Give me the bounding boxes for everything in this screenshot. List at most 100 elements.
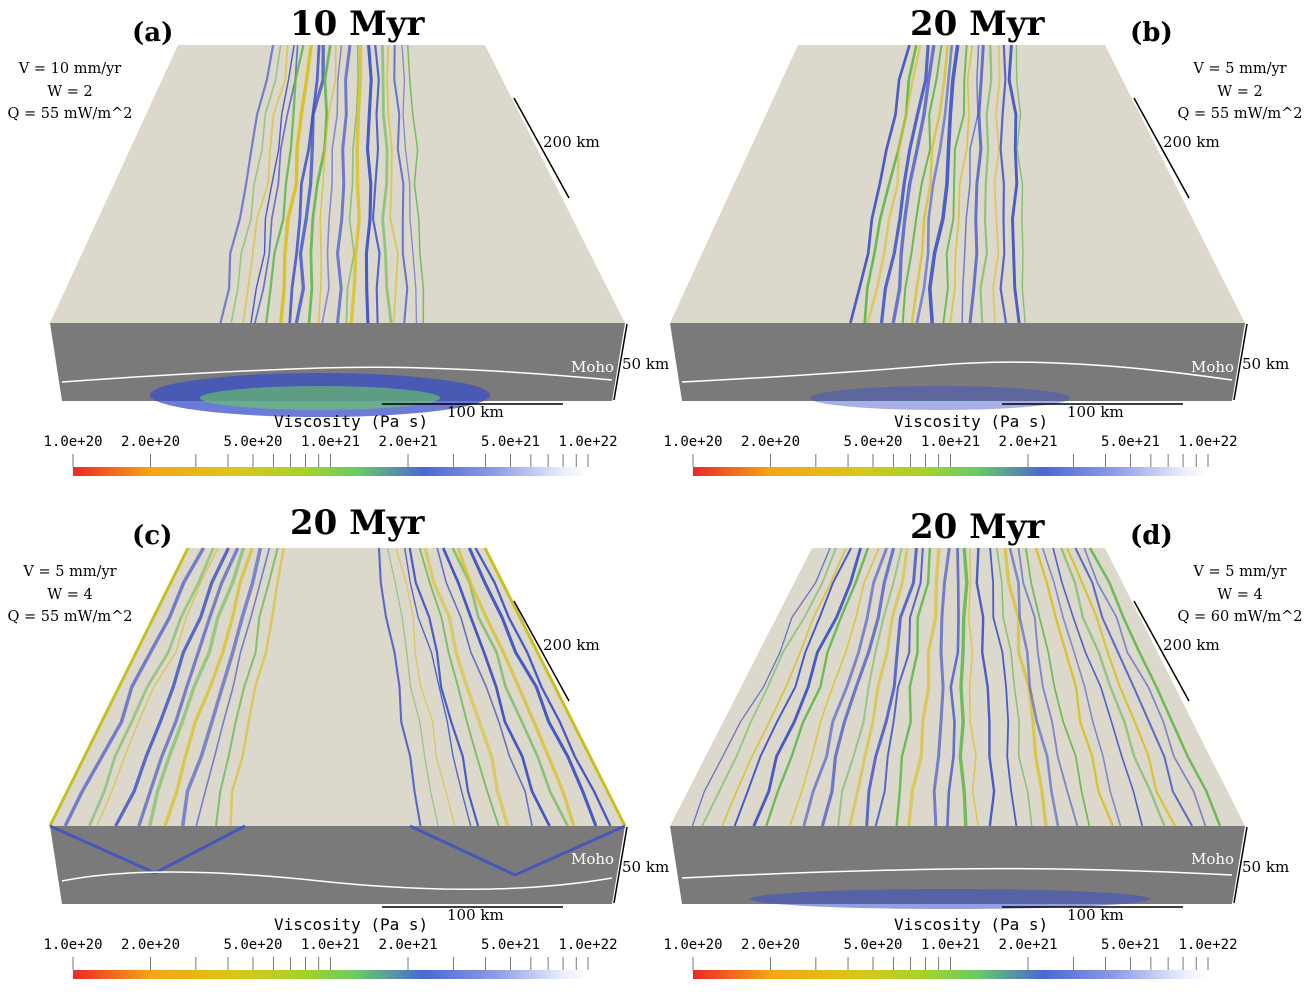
shear-band <box>195 547 271 827</box>
shear-band <box>975 547 996 827</box>
param-velocity: V = 10 mm/yr <box>18 61 122 77</box>
param-weakening: W = 2 <box>47 83 93 100</box>
shear-band <box>961 44 980 324</box>
shear-band <box>451 547 569 827</box>
shear-band <box>789 547 880 827</box>
cross-section-b <box>670 323 1245 401</box>
parameter-list: V = 5 mm/yr W = 4 Q = 55 mW/m^2 <box>0 561 140 629</box>
shear-band <box>364 44 373 324</box>
colorbar-tick-label: 5.0e+20 <box>843 937 903 953</box>
colorbar-tick-label: 1.0e+22 <box>1178 937 1238 953</box>
shear-band <box>230 44 282 324</box>
shear-band <box>148 547 246 827</box>
param-weakening: W = 4 <box>1217 586 1263 603</box>
shear-band <box>386 44 399 324</box>
colorbar-tick-label: 1.0e+22 <box>558 937 618 953</box>
colorbar-tick-label: 2.0e+21 <box>378 937 438 953</box>
parameter-list: V = 5 mm/yr W = 4 Q = 60 mW/m^2 <box>1170 561 1307 629</box>
colorbar-tick-label: 1.0e+20 <box>43 434 103 450</box>
colorbar <box>73 970 588 979</box>
shear-band <box>393 44 409 324</box>
colorbar-title: Viscosity (Pa s) <box>274 915 429 934</box>
shear-band <box>979 44 993 324</box>
colorbar-tick-label: 2.0e+21 <box>998 434 1058 450</box>
shear-band <box>1066 547 1176 827</box>
shear-bands-d <box>691 547 1222 827</box>
shear-band <box>345 44 359 324</box>
shear-band <box>1083 547 1207 827</box>
moho-label: Moho <box>1191 850 1235 868</box>
shear-bands-a <box>219 44 425 324</box>
shear-band <box>96 547 219 827</box>
shear-band <box>891 44 936 324</box>
shear-band <box>401 44 418 324</box>
shear-band <box>137 547 240 827</box>
panel-time-title: 20 Myr <box>910 4 1045 44</box>
shear-band <box>395 547 456 827</box>
cross-section-c <box>50 826 625 904</box>
moho-label: Moho <box>571 850 615 868</box>
param-heatflow: Q = 55 mW/m^2 <box>7 106 133 122</box>
panel-time-title: 10 Myr <box>290 4 425 44</box>
colorbar-tick-label: 1.0e+22 <box>558 434 618 450</box>
shear-band <box>765 547 870 827</box>
shear-band <box>946 547 960 827</box>
colorbar-tick-label: 1.0e+20 <box>663 434 723 450</box>
colorbar-tick-label: 1.0e+20 <box>43 937 103 953</box>
shear-band <box>942 44 968 324</box>
scale-label-200km: 200 km <box>543 133 600 151</box>
shear-band <box>901 44 943 324</box>
scale-label-100km: 100 km <box>1067 403 1124 421</box>
panel-letter: (b) <box>1130 18 1173 48</box>
surface-b <box>670 45 1245 323</box>
shear-band <box>321 44 343 324</box>
shear-band <box>467 547 598 827</box>
shear-band <box>63 547 206 827</box>
shear-band <box>691 547 831 827</box>
panel-d: (d) 20 Myr V = 5 mm/yr W = 4 Q = 60 mW/m… <box>620 503 1302 992</box>
shear-band <box>907 547 941 827</box>
colorbar-title: Viscosity (Pa s) <box>894 412 1049 431</box>
param-velocity: V = 5 mm/yr <box>1193 61 1287 77</box>
panel-letter: (d) <box>1130 521 1173 551</box>
shear-band <box>967 547 979 827</box>
shear-band <box>802 547 889 827</box>
shear-band <box>265 44 305 324</box>
shear-band <box>336 44 352 324</box>
shear-band <box>254 44 299 324</box>
shear-band <box>999 44 1008 324</box>
colorbar-tick-label: 2.0e+21 <box>378 434 438 450</box>
shear-band <box>250 44 295 324</box>
shear-band <box>863 44 918 324</box>
colorbar-title: Viscosity (Pa s) <box>274 412 429 431</box>
scale-bar-50km-b <box>1233 323 1248 401</box>
colorbar-tick-label: 2.0e+20 <box>120 937 181 953</box>
shear-band <box>865 547 918 827</box>
shear-band <box>1074 547 1193 827</box>
panel-time-title: 20 Myr <box>290 503 425 543</box>
shear-band <box>837 547 903 827</box>
shear-band <box>423 547 510 827</box>
scale-bar-50km-a <box>613 323 628 401</box>
shear-band <box>474 547 612 827</box>
shear-band <box>1088 547 1222 827</box>
shear-band <box>88 547 215 827</box>
surface-c <box>50 548 625 826</box>
param-weakening: W = 4 <box>47 586 93 603</box>
moho-line-a <box>61 366 613 383</box>
shear-band <box>381 44 393 324</box>
colorbar-tick-marks <box>72 957 589 970</box>
shear-band <box>441 547 551 827</box>
shear-band <box>733 547 852 827</box>
shear-band <box>968 44 985 324</box>
colorbar-tick-label: 5.0e+20 <box>843 434 903 450</box>
shear-band <box>1034 547 1114 827</box>
shear-band <box>849 44 911 324</box>
scale-bar-200km-b <box>1133 97 1190 199</box>
shear-band <box>1025 547 1091 827</box>
shear-band <box>371 44 381 324</box>
colorbar-tick-label: 1.0e+20 <box>663 937 723 953</box>
param-velocity: V = 5 mm/yr <box>23 564 117 580</box>
shear-band <box>910 44 949 324</box>
panel-letter: (a) <box>132 18 174 48</box>
